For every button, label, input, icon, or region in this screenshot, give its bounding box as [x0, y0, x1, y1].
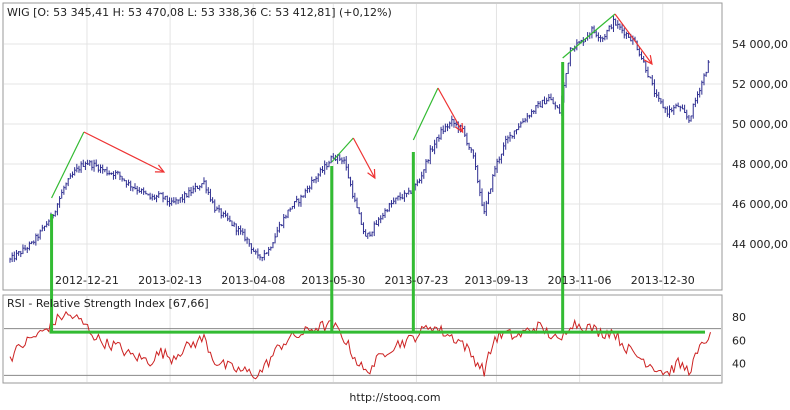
x-tick-label: 2013-12-30 — [631, 274, 695, 287]
rsi-chart-title: RSI - Relative Strength Index [67,66] — [7, 297, 209, 310]
price-bars — [9, 15, 710, 263]
rsi-y-tick-label: 40 — [732, 358, 746, 371]
trend-arrowhead — [367, 168, 376, 180]
price-y-tick-label: 54 000,00 — [732, 38, 788, 51]
price-y-tick-label: 48 000,00 — [732, 158, 788, 171]
x-tick-label: 2012-12-21 — [55, 274, 119, 287]
rsi-y-tick-label: 60 — [732, 334, 746, 347]
trend-line — [614, 13, 653, 65]
price-y-ticks: 44 000,00 46 000,00 48 000,00 50 000,00 52 0… — [732, 38, 788, 251]
x-tick-label: 2013-07-23 — [384, 274, 448, 287]
trend-arrowhead — [643, 55, 653, 66]
x-tick-label: 2013-11-06 — [548, 274, 612, 287]
x-tick-label: 2013-09-13 — [465, 274, 529, 287]
rsi-line — [9, 310, 711, 380]
rsi-grid — [4, 328, 721, 376]
price-y-tick-label: 52 000,00 — [732, 78, 788, 91]
trend-line — [83, 131, 165, 173]
trend-line — [331, 137, 354, 163]
price-grid — [4, 4, 721, 382]
trend-arrowhead — [154, 164, 166, 173]
trend-line — [562, 13, 616, 59]
trend-arrowhead — [454, 122, 464, 134]
price-y-tick-label: 46 000,00 — [732, 198, 788, 211]
x-tick-label: 2013-04-08 — [221, 274, 285, 287]
footer-url: http://stooq.com — [349, 391, 440, 404]
price-y-tick-label: 44 000,00 — [732, 238, 788, 251]
annotation-overlays — [49, 13, 705, 334]
rsi-panel — [2, 294, 723, 384]
price-panel — [2, 2, 723, 291]
rsi-series-line — [9, 310, 711, 380]
x-ticks: 2012-12-21 2013-02-13 2013-04-08 2013-05-30… — [55, 274, 695, 287]
trend-line — [352, 137, 376, 179]
trend-line — [437, 87, 464, 133]
rsi-y-tick-label: 80 — [732, 311, 746, 324]
trend-line — [51, 131, 85, 199]
rsi-y-ticks: 80 60 40 — [732, 311, 746, 371]
x-tick-label: 2013-05-30 — [301, 274, 365, 287]
price-y-tick-label: 50 000,00 — [732, 118, 788, 131]
trend-line — [412, 87, 439, 141]
x-tick-label: 2013-02-13 — [138, 274, 202, 287]
price-chart-title: WIG [O: 53 345,41 H: 53 470,08 L: 53 338… — [7, 6, 392, 19]
